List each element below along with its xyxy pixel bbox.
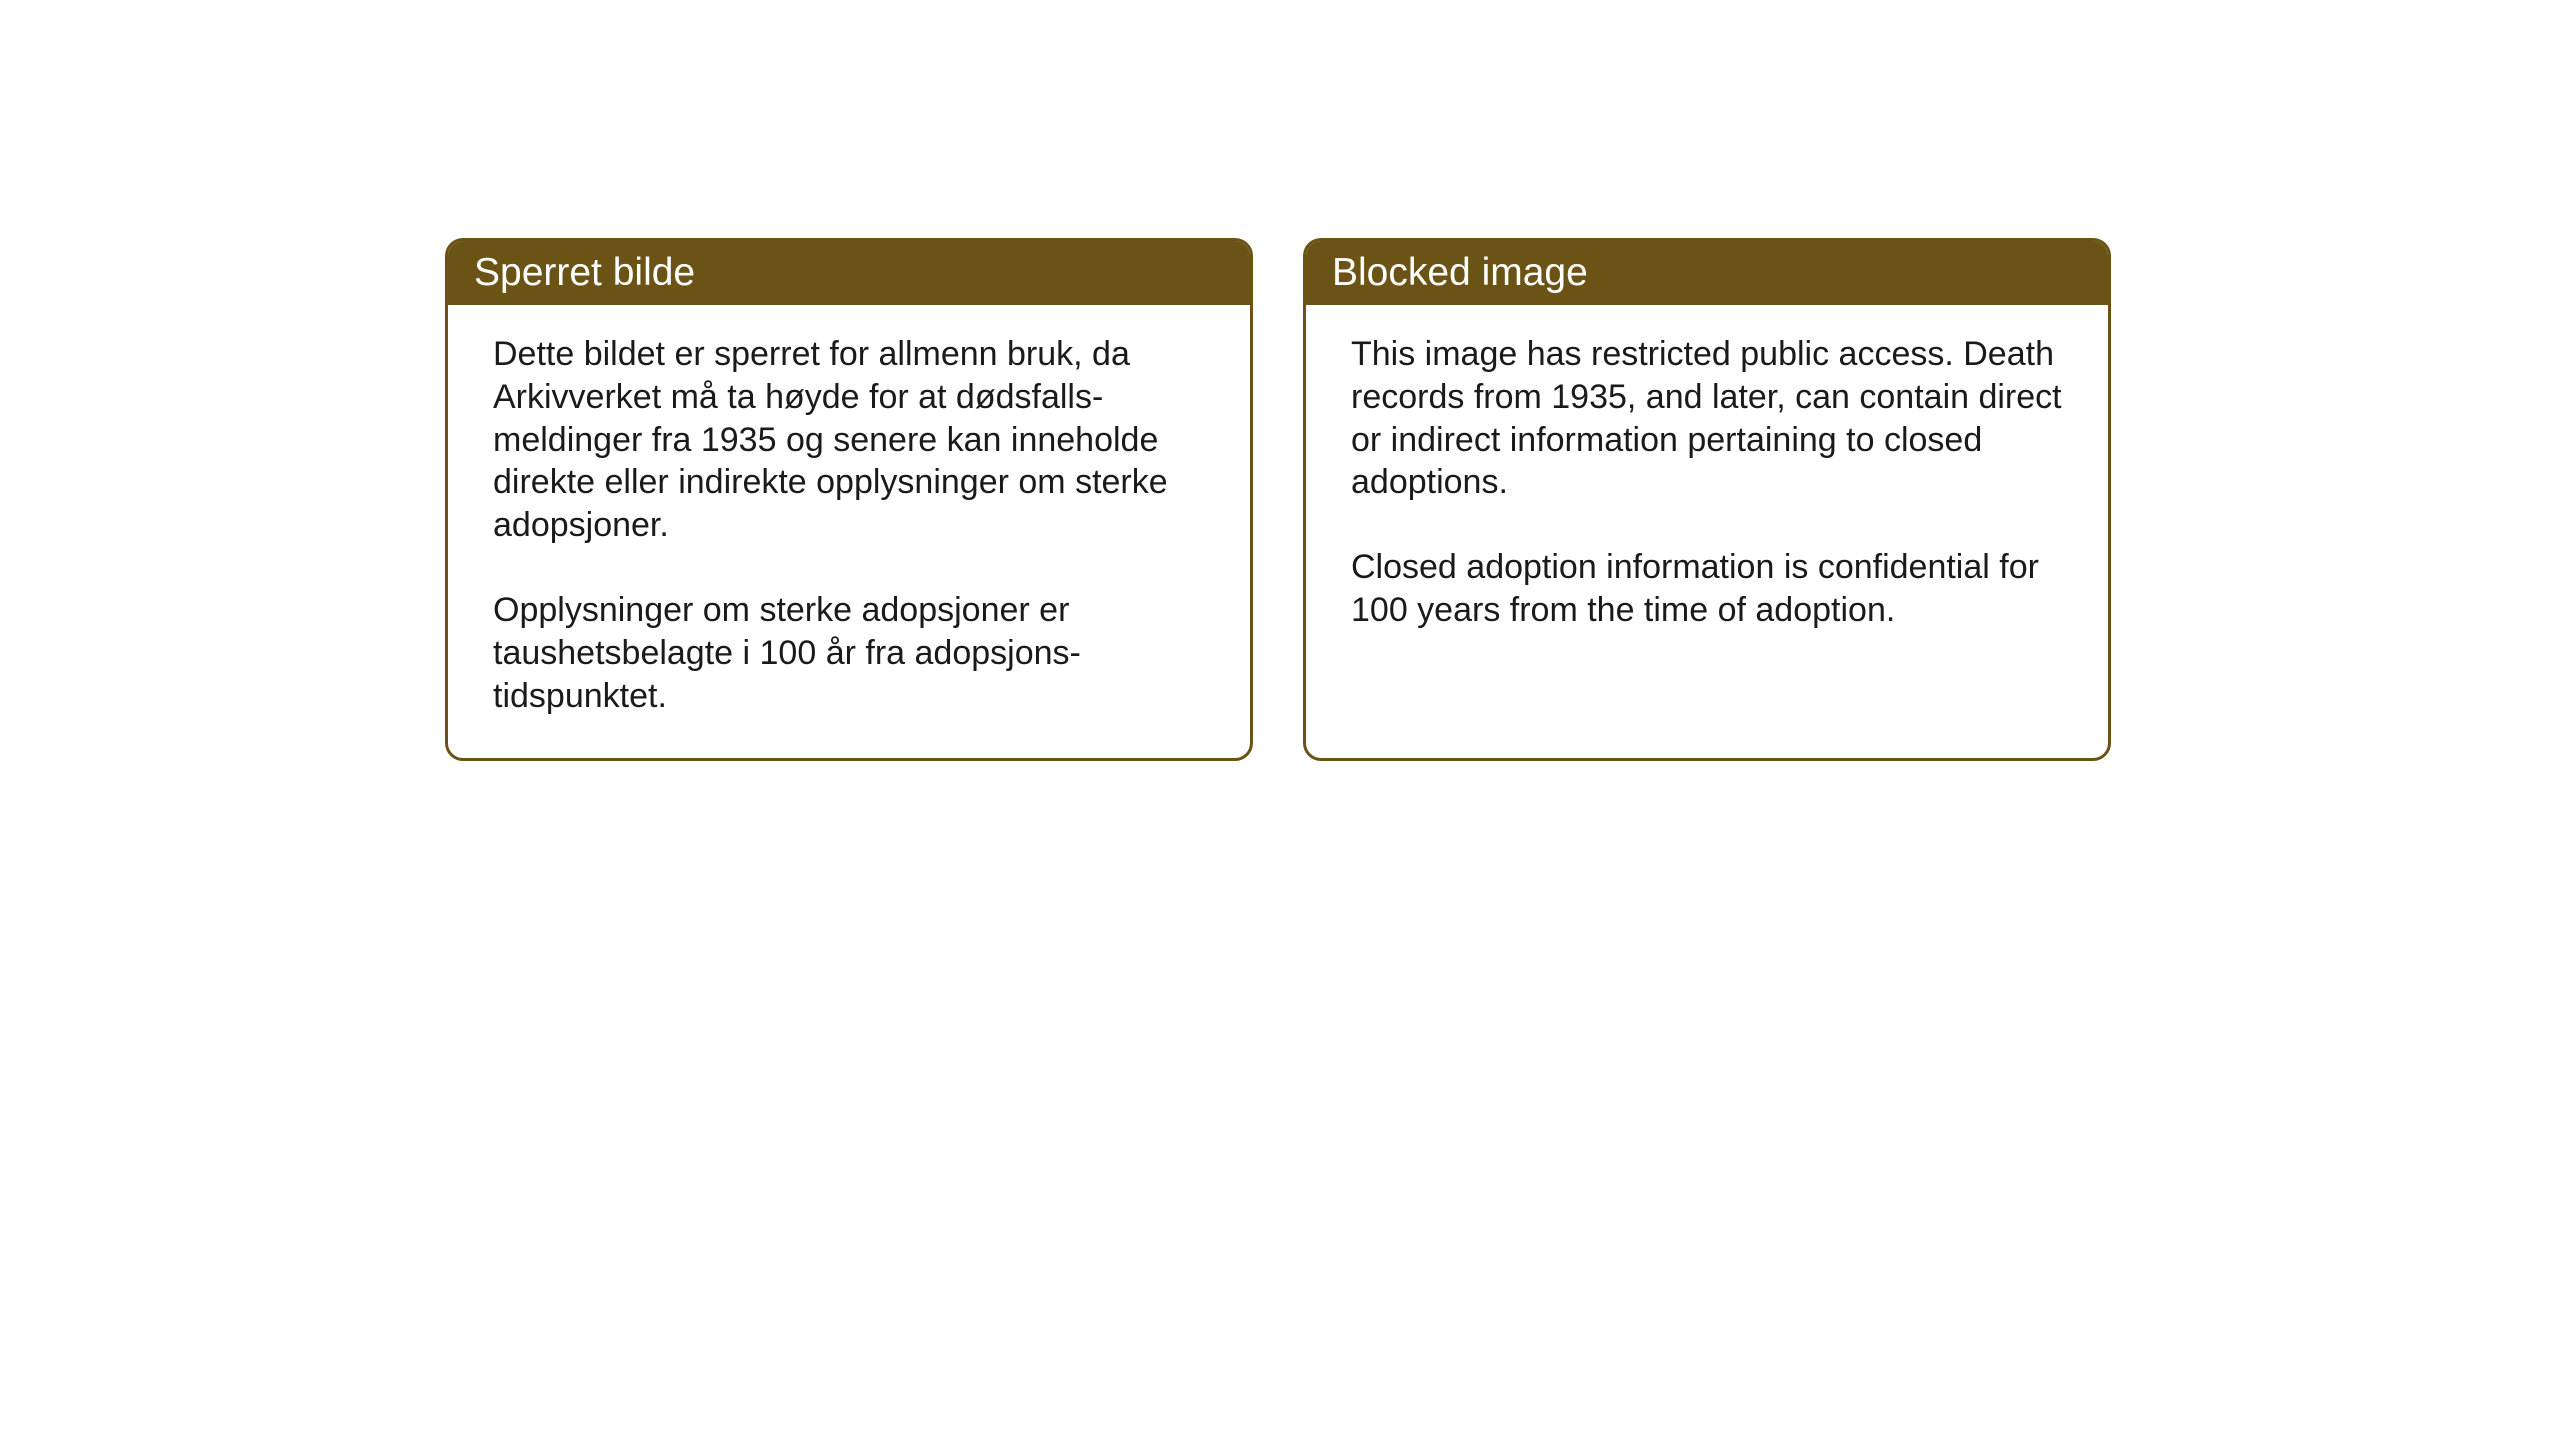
english-card-title: Blocked image xyxy=(1306,241,2108,305)
english-paragraph-1: This image has restricted public access.… xyxy=(1351,333,2063,504)
norwegian-notice-card: Sperret bilde Dette bildet er sperret fo… xyxy=(445,238,1253,761)
norwegian-card-title: Sperret bilde xyxy=(448,241,1250,305)
notice-container: Sperret bilde Dette bildet er sperret fo… xyxy=(0,0,2560,761)
english-card-body: This image has restricted public access.… xyxy=(1306,305,2108,720)
norwegian-card-body: Dette bildet er sperret for allmenn bruk… xyxy=(448,305,1250,758)
norwegian-paragraph-2: Opplysninger om sterke adopsjoner er tau… xyxy=(493,589,1205,717)
english-notice-card: Blocked image This image has restricted … xyxy=(1303,238,2111,761)
english-paragraph-2: Closed adoption information is confident… xyxy=(1351,546,2063,632)
norwegian-paragraph-1: Dette bildet er sperret for allmenn bruk… xyxy=(493,333,1205,547)
